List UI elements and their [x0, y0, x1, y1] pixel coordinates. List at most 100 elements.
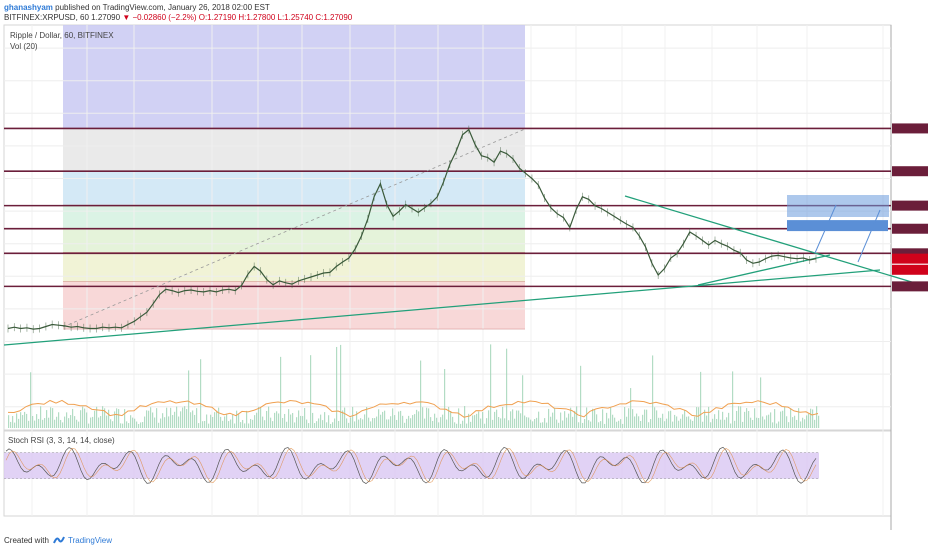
- volume-bar: [326, 422, 328, 428]
- volume-bar: [124, 409, 126, 428]
- volume-bar: [808, 413, 810, 428]
- volume-bar: [44, 418, 46, 428]
- volume-bar: [768, 414, 770, 428]
- volume-bar: [334, 418, 336, 428]
- volume-bar: [108, 409, 110, 428]
- open-value: O:1.27190: [198, 13, 237, 22]
- volume-bar: [742, 421, 744, 428]
- volume-bar: [588, 420, 590, 428]
- volume-bar: [754, 408, 756, 428]
- volume-bar: [16, 413, 18, 428]
- volume-bar: [530, 419, 532, 428]
- volume-bar: [292, 413, 294, 428]
- volume-bar: [684, 409, 686, 428]
- volume-bar: [648, 422, 650, 428]
- volume-bar: [740, 406, 742, 428]
- volume-bar: [474, 415, 476, 428]
- volume-bar: [500, 418, 502, 428]
- volume-bar: [422, 407, 424, 428]
- volume-bar: [178, 416, 180, 428]
- volume-bar: [710, 422, 712, 428]
- price-label-box: [892, 223, 928, 234]
- volume-bar: [290, 414, 292, 428]
- volume-bar: [494, 411, 496, 428]
- volume-bar: [126, 421, 128, 428]
- volume-bar: [62, 422, 64, 428]
- volume-bar: [550, 416, 552, 428]
- volume-bar: [140, 422, 142, 428]
- volume-bar: [338, 420, 340, 428]
- volume-bar: [708, 406, 710, 428]
- author-name[interactable]: ghanashyam: [4, 3, 53, 12]
- volume-bar: [502, 406, 504, 428]
- volume-bar: [632, 409, 634, 428]
- fib-zone: [63, 281, 525, 330]
- volume-bar: [626, 416, 628, 428]
- publish-info: published on TradingView.com, January 26…: [55, 3, 270, 12]
- volume-bar: [448, 406, 450, 428]
- volume-bar: [700, 371, 702, 428]
- volume-bar: [20, 412, 22, 428]
- volume-bar: [730, 423, 732, 428]
- volume-bar: [258, 406, 260, 428]
- volume-bar: [198, 423, 200, 428]
- price-label-box: [892, 281, 928, 292]
- volume-bar: [436, 417, 438, 428]
- volume-bar: [222, 420, 224, 428]
- volume-bar: [762, 416, 764, 428]
- volume-bar: [682, 414, 684, 428]
- volume-bar: [174, 411, 176, 428]
- volume-bar: [800, 421, 802, 428]
- volume-bar: [208, 423, 210, 428]
- volume-bar: [132, 417, 134, 428]
- volume-bar: [776, 423, 778, 428]
- volume-bar: [604, 423, 606, 428]
- volume-bar: [584, 418, 586, 428]
- price-chart[interactable]: Ripple / Dollar, 60, BITFINEX Vol (20) S…: [0, 0, 932, 532]
- volume-bar: [236, 410, 238, 428]
- volume-bar: [634, 416, 636, 428]
- volume-bar: [602, 409, 604, 428]
- volume-bar: [786, 416, 788, 428]
- volume-bar: [416, 409, 418, 428]
- volume-bar: [592, 408, 594, 428]
- volume-bar: [716, 418, 718, 428]
- volume-bar: [726, 417, 728, 428]
- volume-bar: [368, 417, 370, 428]
- volume-bar: [456, 423, 458, 428]
- volume-bar: [630, 388, 632, 428]
- volume-bar: [528, 417, 530, 428]
- volume-bar: [70, 415, 72, 428]
- volume-bar: [40, 406, 42, 428]
- volume-bar: [404, 422, 406, 428]
- volume-bar: [664, 421, 666, 428]
- volume-bar: [504, 418, 506, 428]
- tradingview-brand[interactable]: TradingView: [68, 536, 113, 545]
- volume-bar: [660, 417, 662, 428]
- volume-bar: [418, 411, 420, 428]
- volume-bar: [514, 418, 516, 428]
- volume-bar: [568, 413, 570, 428]
- volume-bar: [540, 422, 542, 428]
- volume-bar: [490, 344, 492, 428]
- volume-bar: [720, 419, 722, 428]
- volume-bar: [372, 418, 374, 428]
- volume-bar: [562, 420, 564, 428]
- volume-bar: [114, 411, 116, 428]
- volume-bar: [196, 408, 198, 428]
- arrow-line: [814, 204, 837, 254]
- stoch-title: Stoch RSI (3, 3, 14, 14, close): [8, 436, 115, 445]
- volume-bar: [398, 411, 400, 428]
- volume-bar: [460, 423, 462, 428]
- volume-bar: [444, 369, 446, 428]
- volume-bar: [478, 411, 480, 428]
- volume-bar: [318, 418, 320, 428]
- volume-bar: [252, 419, 254, 428]
- volume-bar: [522, 375, 524, 428]
- volume-bar: [298, 410, 300, 428]
- volume-bar: [240, 422, 242, 428]
- volume-bar: [390, 416, 392, 428]
- volume-bar: [344, 407, 346, 428]
- volume-bar: [148, 410, 150, 428]
- volume-bar: [424, 418, 426, 428]
